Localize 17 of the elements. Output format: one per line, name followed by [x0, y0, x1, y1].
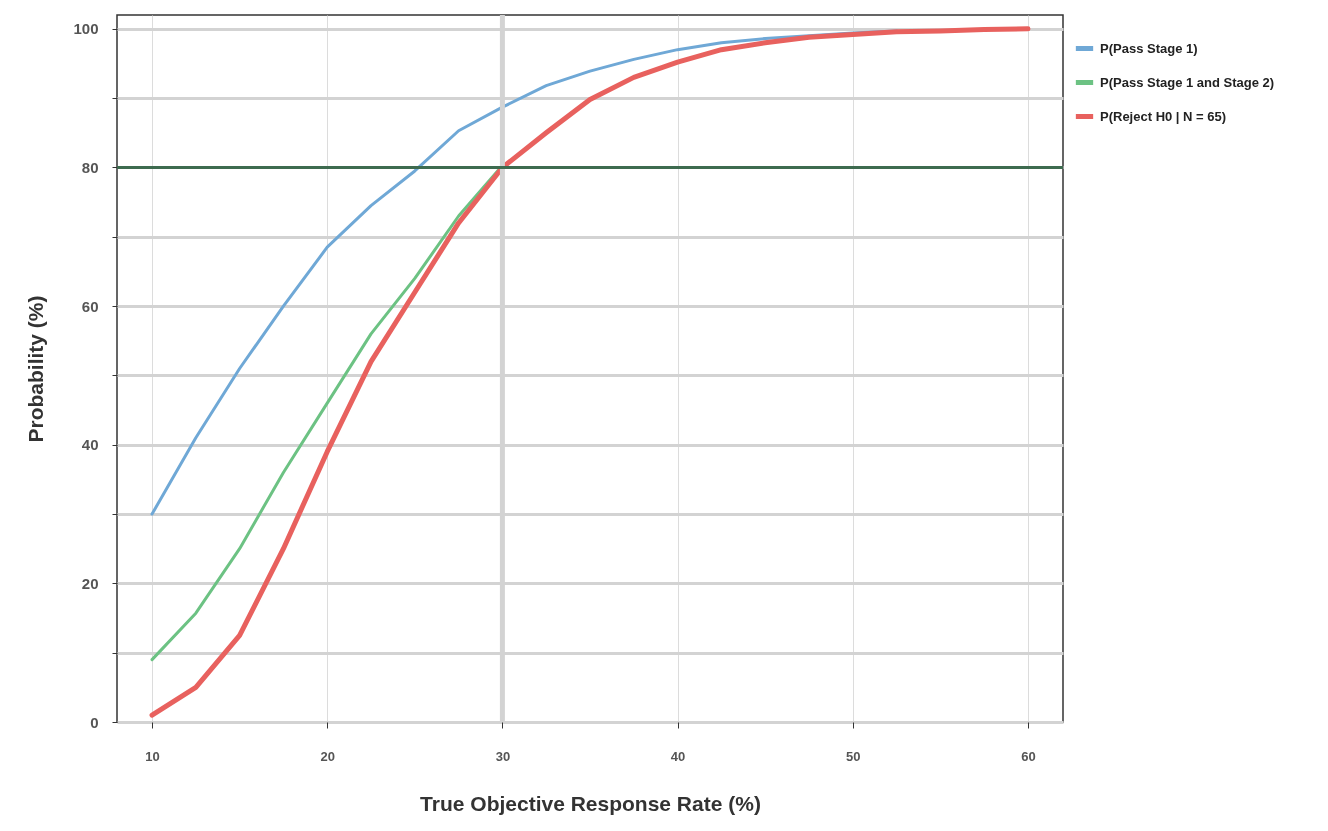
y-tick-label: 60 — [81, 297, 99, 315]
x-axis-title: True Objective Response Rate (%) — [420, 791, 761, 815]
y-tick-label: 20 — [81, 574, 99, 592]
y-tick-label: 80 — [81, 158, 99, 176]
y-tick-label: 40 — [81, 436, 99, 454]
legend-label: P(Reject H0 | N = 65) — [1100, 108, 1227, 124]
legend-label: P(Pass Stage 1 and Stage 2) — [1100, 74, 1275, 90]
x-tick-label: 10 — [145, 748, 160, 764]
y-tick-label: 0 — [90, 713, 99, 731]
x-tick-label: 50 — [846, 748, 861, 764]
y-axis-title: Probability (%) — [24, 295, 48, 443]
x-tick-label: 60 — [1021, 748, 1036, 764]
x-tick-label: 40 — [670, 748, 686, 764]
y-tick-label: 100 — [73, 20, 99, 38]
x-tick-label: 20 — [320, 748, 335, 764]
x-tick-label: 30 — [495, 748, 511, 764]
legend-label: P(Pass Stage 1) — [1100, 40, 1198, 56]
